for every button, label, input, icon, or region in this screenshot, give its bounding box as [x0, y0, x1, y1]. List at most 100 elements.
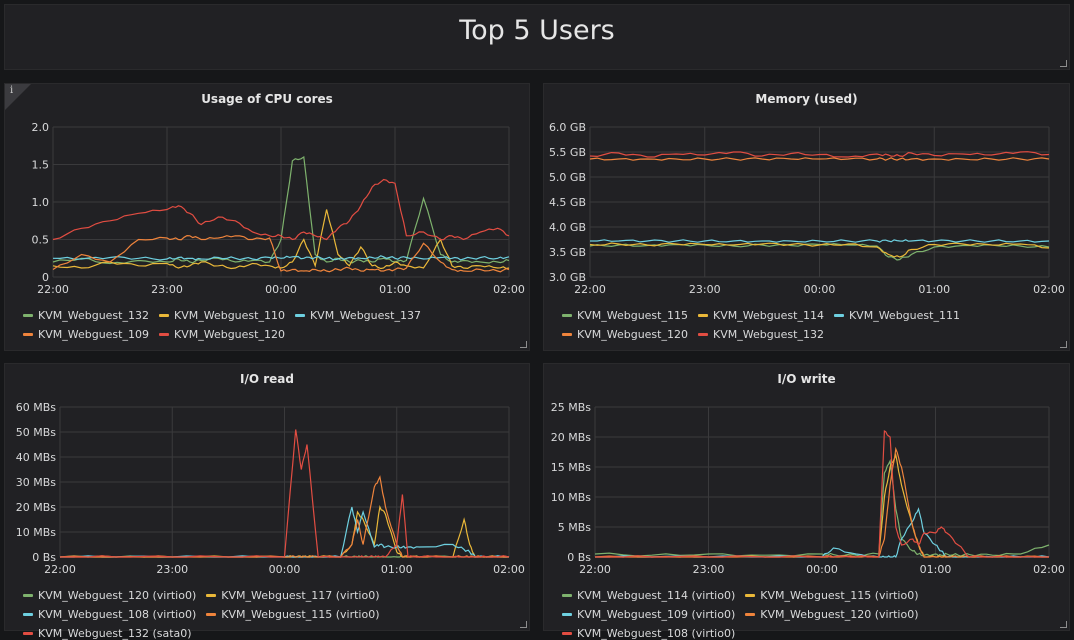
legend-label: KVM_Webguest_114: [712, 309, 824, 322]
y-tick-label: 40 MBs: [16, 451, 57, 464]
resize-handle[interactable]: [520, 341, 527, 348]
legend-swatch: [562, 613, 572, 616]
resize-handle[interactable]: [520, 621, 527, 628]
memory-used-panel: Memory (used) 3.0 GB 3.5 GB 4.0 GB 4.5 GB 5.…: [543, 83, 1070, 351]
legend-swatch: [697, 314, 708, 317]
dashboard-title: Top 5 Users: [459, 15, 615, 46]
legend-swatch: [158, 314, 169, 317]
legend-item[interactable]: KVM_Webguest_114: [697, 309, 824, 322]
x-tick-label: 02:00: [1033, 563, 1065, 576]
legend-item[interactable]: KVM_Webguest_110: [158, 309, 285, 322]
y-tick-label: 5 MBs: [558, 521, 592, 534]
legend-item[interactable]: KVM_Webguest_120 (virtio0): [745, 608, 919, 621]
x-tick-label: 01:00: [918, 283, 950, 296]
x-tick-label: 23:00: [693, 563, 725, 576]
legend-label: KVM_Webguest_115 (virtio0): [760, 589, 919, 602]
legend-label: KVM_Webguest_111: [848, 309, 960, 322]
panel-title[interactable]: Memory (used): [755, 92, 858, 106]
x-tick-label: 00:00: [269, 563, 301, 576]
io-write-panel: I/O write 0 Bs 5 MBs 10 MBs 15 MBs 20 MBs 25 …: [543, 363, 1070, 640]
legend-item[interactable]: KVM_Webguest_115: [562, 309, 688, 322]
legend-item[interactable]: KVM_Webguest_115 (virtio0): [206, 608, 380, 621]
x-tick-label: 02:00: [493, 283, 525, 296]
legend-label: KVM_Webguest_110: [173, 309, 285, 322]
series-line: [590, 239, 1050, 243]
x-tick-label: 01:00: [381, 563, 413, 576]
legend: KVM_Webguest_114 (virtio0) KVM_Webguest_1…: [562, 589, 1063, 640]
panel-title[interactable]: I/O write: [777, 372, 836, 386]
legend-item[interactable]: KVM_Webguest_109: [23, 328, 149, 341]
legend-label: KVM_Webguest_120: [577, 328, 688, 341]
legend-label: KVM_Webguest_132 (sata0): [38, 627, 192, 640]
y-tick-label: 25 MBs: [551, 401, 592, 414]
x-tick-label: 00:00: [265, 283, 297, 296]
legend-label: KVM_Webguest_109: [38, 328, 149, 341]
legend-label: KVM_Webguest_137: [309, 309, 421, 322]
resize-handle[interactable]: [1060, 60, 1067, 67]
legend-item[interactable]: KVM_Webguest_108 (virtio0): [562, 627, 735, 640]
legend-swatch: [23, 613, 33, 616]
x-tick-label: 23:00: [689, 283, 721, 296]
legend-swatch: [23, 333, 33, 336]
x-tick-label: 02:00: [1033, 283, 1065, 296]
y-tick-label: 0: [42, 271, 49, 284]
resize-handle[interactable]: [1060, 621, 1067, 628]
y-tick-label: 10 MBs: [551, 491, 592, 504]
y-tick-label: 6.0 GB: [549, 121, 586, 134]
y-tick-label: 1.0: [32, 196, 50, 209]
legend-item[interactable]: KVM_Webguest_132 (sata0): [23, 627, 192, 640]
y-tick-label: 4.0 GB: [549, 221, 586, 234]
y-tick-label: 4.5 GB: [549, 196, 586, 209]
y-tick-label: 0 Bs: [32, 551, 56, 564]
info-icon[interactable]: i: [10, 85, 14, 96]
y-tick-label: 20 MBs: [16, 501, 57, 514]
legend-item[interactable]: KVM_Webguest_120 (virtio0): [23, 589, 196, 602]
y-tick-label: 50 MBs: [16, 426, 57, 439]
x-tick-label: 02:00: [493, 563, 525, 576]
legend-swatch: [23, 632, 33, 635]
legend-label: KVM_Webguest_117 (virtio0): [221, 589, 380, 602]
legend-label: KVM_Webguest_120: [173, 328, 285, 341]
info-corner[interactable]: [5, 84, 31, 110]
x-tick-label: 22:00: [37, 283, 69, 296]
legend-item[interactable]: KVM_Webguest_117 (virtio0): [206, 589, 380, 602]
x-tick-label: 01:00: [379, 283, 411, 296]
legend-item[interactable]: KVM_Webguest_132: [23, 309, 149, 322]
y-tick-label: 0.5: [32, 234, 50, 247]
legend-swatch: [562, 632, 572, 635]
panel-title[interactable]: Usage of CPU cores: [201, 92, 333, 106]
legend-item[interactable]: KVM_Webguest_115 (virtio0): [745, 589, 919, 602]
resize-handle[interactable]: [1060, 341, 1067, 348]
legend-item[interactable]: KVM_Webguest_132: [697, 328, 824, 341]
x-tick-label: 00:00: [806, 563, 838, 576]
panel-title[interactable]: I/O read: [240, 372, 294, 386]
io-write-chart: 0 Bs 5 MBs 10 MBs 15 MBs 20 MBs 25 MBs 22:00 23…: [551, 401, 1065, 576]
legend-label: KVM_Webguest_115: [577, 309, 688, 322]
y-tick-label: 15 MBs: [551, 461, 592, 474]
legend-label: KVM_Webguest_108 (virtio0): [38, 608, 197, 621]
legend-item[interactable]: KVM_Webguest_111: [833, 309, 960, 322]
legend-item[interactable]: KVM_Webguest_108 (virtio0): [23, 608, 196, 621]
y-tick-label: 60 MBs: [16, 401, 57, 414]
legend: KVM_Webguest_115 KVM_Webguest_114 KVM_Webg…: [562, 309, 1063, 341]
legend-swatch: [158, 333, 169, 336]
y-tick-label: 2.0: [32, 121, 50, 134]
y-tick-label: 3.5 GB: [549, 246, 586, 259]
legend-label: KVM_Webguest_115 (virtio0): [221, 608, 380, 621]
series-line: [595, 429, 1049, 558]
y-tick-label: 30 MBs: [16, 476, 57, 489]
legend-swatch: [206, 594, 217, 597]
cpu-usage-chart: 0 0.5 1.0 1.5 2.0 22:00 23:00 00:00 01:00 02:00: [32, 121, 525, 296]
legend-item[interactable]: KVM_Webguest_137: [294, 309, 421, 322]
legend-swatch: [833, 314, 844, 317]
legend-item[interactable]: KVM_Webguest_114 (virtio0): [562, 589, 735, 602]
legend-item[interactable]: KVM_Webguest_120: [158, 328, 285, 341]
y-tick-label: 10 MBs: [16, 526, 57, 539]
legend-label: KVM_Webguest_114 (virtio0): [577, 589, 736, 602]
legend-item[interactable]: KVM_Webguest_120: [562, 328, 688, 341]
legend-label: KVM_Webguest_108 (virtio0): [577, 627, 736, 640]
legend-label: KVM_Webguest_132: [38, 309, 149, 322]
legend-item[interactable]: KVM_Webguest_109 (virtio0): [562, 608, 735, 621]
legend-swatch: [562, 314, 572, 317]
legend: KVM_Webguest_120 (virtio0) KVM_Webguest_1…: [23, 589, 523, 640]
